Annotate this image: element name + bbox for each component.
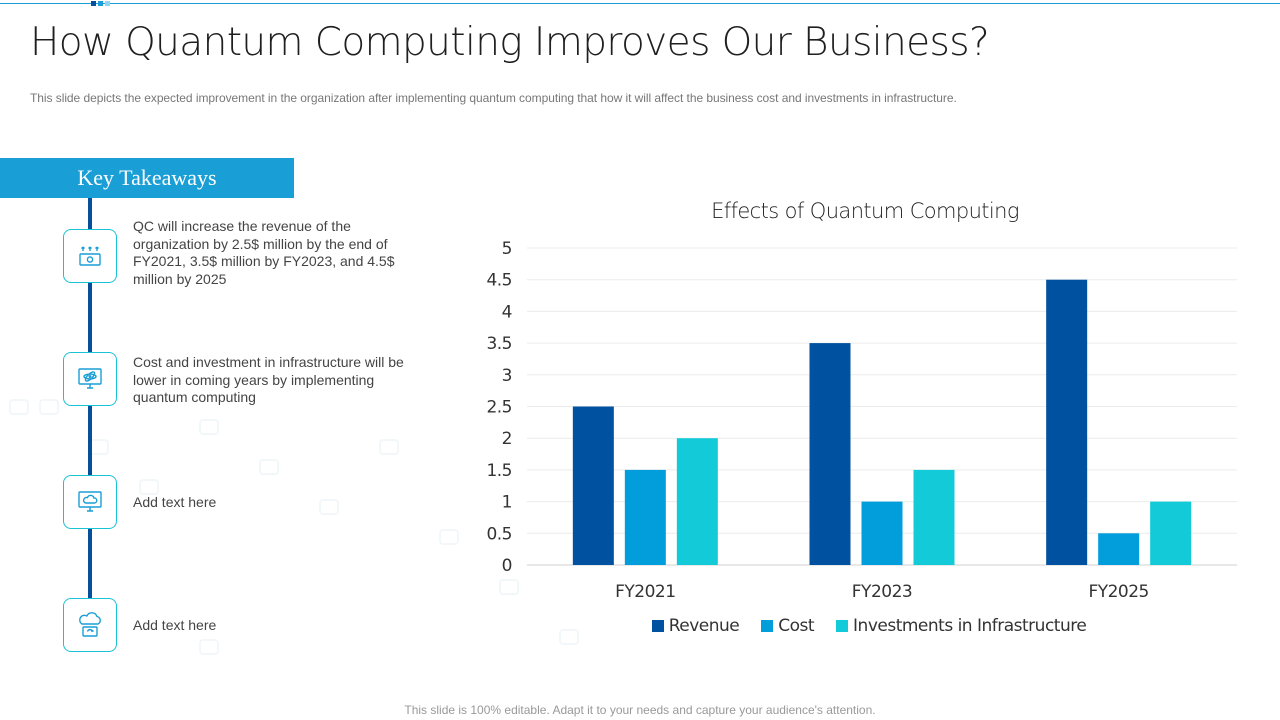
chart-title: Effects of Quantum Computing bbox=[711, 199, 1019, 223]
key-takeaways-header: Key Takeaways bbox=[0, 158, 294, 198]
legend-label-investments: Investments in Infrastructure bbox=[853, 616, 1087, 636]
y-tick-label: 2 bbox=[502, 429, 512, 449]
takeaway-text-3: Add text here bbox=[133, 494, 217, 510]
takeaway-text-2: Cost and investment in infrastructure wi… bbox=[133, 354, 404, 405]
page-subtitle: This slide depicts the expected improvem… bbox=[30, 91, 957, 105]
legend-item-revenue: Revenue bbox=[651, 616, 740, 636]
bar-revenue-fy2025 bbox=[1046, 279, 1088, 565]
y-tick-label: 1.5 bbox=[486, 461, 512, 481]
x-tick-label: FY2023 bbox=[852, 582, 912, 602]
bar-investments-in-infrastructure-fy2025 bbox=[1150, 501, 1192, 565]
timeline-line bbox=[88, 198, 92, 626]
bar-investments-in-infrastructure-fy2021 bbox=[676, 438, 718, 565]
x-tick-label: FY2025 bbox=[1088, 582, 1148, 602]
y-tick-label: 3.5 bbox=[486, 334, 512, 354]
legend-label-cost: Cost bbox=[778, 616, 815, 636]
bar-investments-in-infrastructure-fy2023 bbox=[913, 469, 955, 565]
y-tick-label: 1 bbox=[502, 493, 512, 513]
money-growth-icon bbox=[63, 229, 117, 283]
top-decoration bbox=[91, 1, 110, 6]
legend-label-revenue: Revenue bbox=[668, 616, 740, 636]
bar-revenue-fy2021 bbox=[572, 406, 614, 565]
legend-swatch-cost bbox=[761, 620, 774, 632]
cloud-monitor-icon bbox=[63, 475, 117, 529]
atom-monitor-icon bbox=[63, 352, 117, 406]
bar-cost-fy2023 bbox=[861, 501, 903, 565]
legend-item-cost: Cost bbox=[761, 616, 815, 636]
legend-swatch-revenue bbox=[651, 620, 664, 632]
footer-note: This slide is 100% editable. Adapt it to… bbox=[404, 703, 876, 717]
bar-cost-fy2025 bbox=[1098, 533, 1140, 565]
y-tick-label: 4.5 bbox=[486, 271, 512, 291]
bar-cost-fy2021 bbox=[624, 469, 666, 565]
x-tick-label: FY2021 bbox=[615, 582, 675, 602]
y-tick-label: 0.5 bbox=[486, 524, 512, 544]
chart-legend: Revenue Cost Investments in Infrastructu… bbox=[0, 616, 1280, 636]
y-tick-label: 4 bbox=[502, 302, 512, 322]
takeaway-text-4: Add text here bbox=[133, 617, 217, 633]
y-tick-label: 3 bbox=[502, 366, 512, 386]
legend-swatch-investments bbox=[836, 620, 849, 632]
takeaway-text-1: QC will increase the revenue of the orga… bbox=[133, 218, 395, 287]
bar-revenue-fy2023 bbox=[809, 343, 851, 565]
y-tick-label: 5 bbox=[502, 239, 512, 259]
bar-chart: 0 0.5 1 1.5 2 2.5 3 3.5 4 4.5 5 FY2021 FY2023 FY2025 bbox=[486, 239, 1237, 602]
y-tick-label: 0 bbox=[502, 556, 512, 576]
cloud-sync-icon bbox=[63, 598, 117, 652]
y-tick-label: 2.5 bbox=[486, 398, 512, 418]
top-rule bbox=[0, 3, 1280, 4]
page-title: How Quantum Computing Improves Our Busin… bbox=[30, 20, 990, 65]
legend-item-investments: Investments in Infrastructure bbox=[836, 616, 1087, 636]
